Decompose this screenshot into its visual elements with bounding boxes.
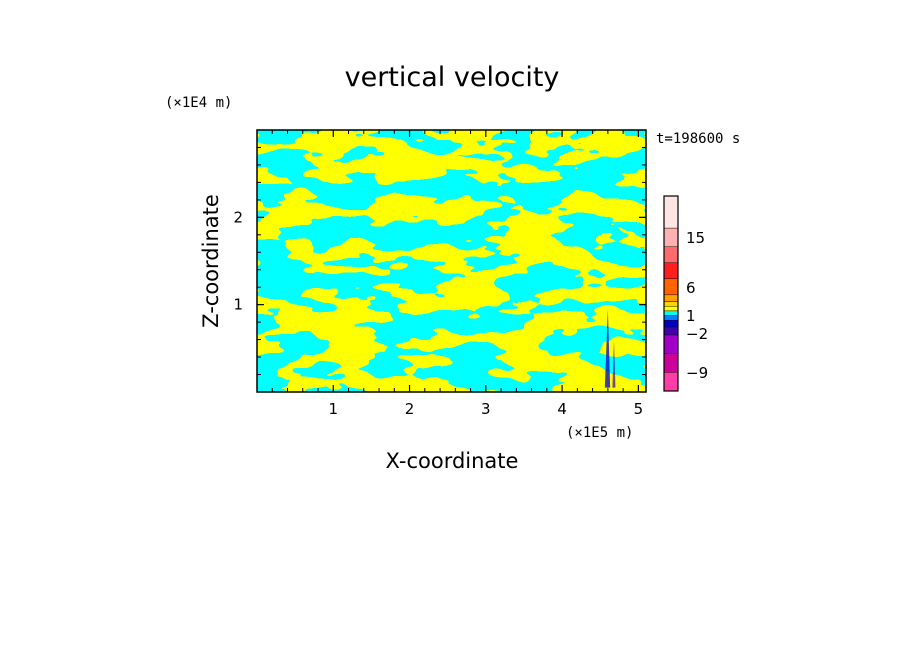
colorbar-cell bbox=[663, 227, 679, 247]
x-tick-label: 4 bbox=[557, 400, 567, 418]
colorbar-cell bbox=[663, 315, 679, 321]
y-tick-label: 2 bbox=[233, 208, 243, 226]
colorbar: 15 6 1−2 −9 bbox=[663, 195, 708, 392]
x-tick-label: 5 bbox=[634, 400, 644, 418]
chart-title: vertical velocity bbox=[345, 62, 560, 93]
strong-updraft-streak bbox=[612, 339, 616, 388]
colorbar-cell bbox=[663, 320, 679, 328]
y-tick-label: 1 bbox=[233, 296, 243, 314]
colorbar-cell bbox=[663, 305, 679, 312]
colorbar-cell bbox=[663, 372, 679, 392]
x-tick-label: 3 bbox=[481, 400, 491, 418]
heatmap-field bbox=[257, 130, 646, 392]
colorbar-label: 1 bbox=[686, 307, 696, 325]
y-axis-unit: (×1E4 m) bbox=[165, 95, 232, 111]
colorbar-frame bbox=[663, 195, 679, 392]
strong-updraft-streak bbox=[604, 309, 611, 388]
colorbar-cell bbox=[663, 278, 679, 296]
colorbar-label: −2 bbox=[686, 325, 708, 343]
colorbar-label: 6 bbox=[686, 279, 696, 297]
colorbar-cell bbox=[663, 326, 679, 336]
colorbar-label: 15 bbox=[686, 229, 705, 247]
x-tick-label: 2 bbox=[405, 400, 415, 418]
colorbar-cell bbox=[663, 195, 679, 229]
colorbar-cell bbox=[663, 301, 679, 307]
colorbar-label: −9 bbox=[686, 364, 708, 382]
y-axis: 12 bbox=[233, 146, 646, 376]
x-axis-title: X-coordinate bbox=[386, 449, 519, 473]
colorbar-cell bbox=[663, 310, 679, 316]
strong-updraft-region bbox=[604, 309, 616, 388]
colorbar-cell bbox=[663, 353, 679, 373]
x-axis: 1 2 3 4 5 bbox=[271, 130, 644, 418]
colorbar-cell bbox=[663, 294, 679, 302]
heatmap-pattern bbox=[257, 130, 646, 392]
colorbar-cell bbox=[663, 246, 679, 263]
x-tick-label: 1 bbox=[329, 400, 339, 418]
colorbar-cell bbox=[663, 262, 679, 280]
y-axis-title: Z-coordinate bbox=[199, 194, 223, 328]
colorbar-cell bbox=[663, 334, 679, 354]
plot-frame bbox=[256, 129, 647, 393]
time-label: t=198600 s bbox=[656, 131, 740, 147]
x-axis-unit: (×1E5 m) bbox=[566, 425, 633, 441]
